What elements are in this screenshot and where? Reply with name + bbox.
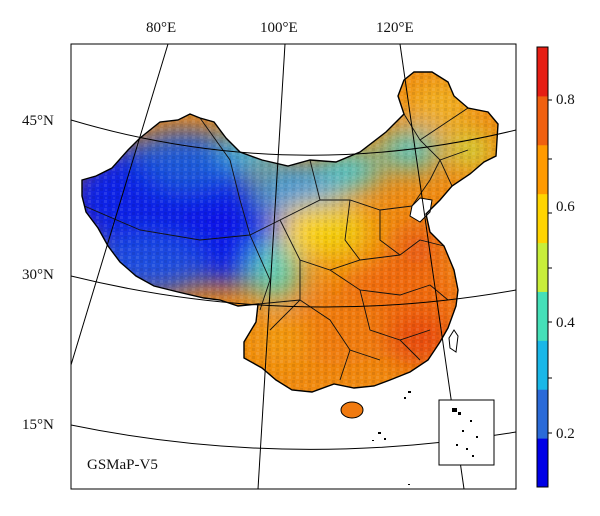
colorbar-segment	[537, 193, 548, 244]
taiwan-outline	[448, 329, 459, 353]
lon-label-80e: 80°E	[146, 20, 177, 36]
product-label: GSMaP-V5	[87, 457, 158, 473]
scs-islands	[372, 391, 411, 485]
lat-label-45n: 45°N	[22, 113, 54, 129]
colorbar-segment	[537, 144, 548, 195]
lat-label-30n: 30°N	[22, 267, 54, 283]
colorbar-segment	[537, 47, 548, 97]
bohai-sea	[409, 197, 433, 223]
meridian-80e	[71, 44, 169, 366]
colorbar-tick-0.2: 0.2	[556, 426, 575, 442]
lat-label-15n: 15°N	[22, 417, 54, 433]
lon-label-100e: 100°E	[260, 20, 298, 36]
colorbar-tick-0.4: 0.4	[556, 315, 575, 331]
parallel-45n	[71, 119, 516, 156]
colorbar-segment	[537, 340, 548, 390]
inset-islands	[452, 408, 478, 457]
colorbar-segment	[537, 389, 548, 439]
colorbar-segment	[537, 95, 548, 146]
meridian-100e	[257, 44, 286, 489]
province-boundaries	[82, 107, 469, 381]
colorbar-segment	[537, 438, 548, 488]
colorbar-segment	[537, 242, 548, 292]
colorbar	[536, 46, 552, 488]
colorbar-segment	[537, 291, 548, 341]
china-border	[81, 71, 499, 393]
parallel-30n	[71, 275, 516, 308]
colorbar-tick-0.6: 0.6	[556, 199, 575, 215]
colorbar-border	[536, 46, 549, 488]
colorbar-tick-0.8: 0.8	[556, 92, 575, 108]
lon-label-120e: 120°E	[376, 20, 414, 36]
hainan-island	[340, 401, 364, 419]
south-china-sea-inset	[438, 399, 495, 466]
